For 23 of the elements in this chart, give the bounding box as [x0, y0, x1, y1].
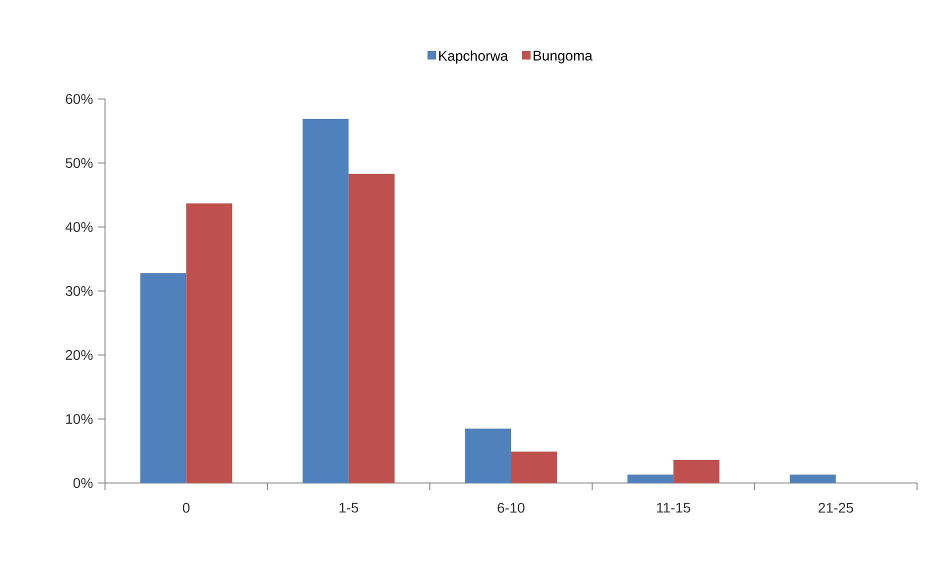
bar [511, 452, 557, 483]
y-tick-label: 0% [73, 478, 93, 488]
bar [673, 460, 720, 483]
x-tick-label: 6-10 [498, 502, 524, 513]
x-tick-label: 0 [182, 502, 190, 513]
x-tick-label: 1-5 [340, 502, 358, 513]
x-tick-label: 11-15 [657, 502, 690, 513]
y-tick-label: 50% [66, 158, 93, 168]
bar [140, 273, 186, 483]
bar [302, 118, 349, 483]
bar [790, 474, 836, 483]
legend-label: Kapchorwa [439, 50, 508, 64]
legend-label: Bungoma [534, 50, 592, 64]
bar [348, 174, 395, 483]
y-tick-label: 60% [66, 94, 93, 104]
y-tick-label: 20% [66, 350, 93, 360]
y-tick-label: 30% [66, 286, 93, 296]
bar [465, 428, 512, 483]
y-tick-label: 40% [65, 222, 93, 232]
bar [186, 203, 232, 483]
y-tick-label: 10% [66, 414, 93, 424]
x-tick-label: 21-25 [818, 502, 854, 513]
bar [627, 474, 674, 483]
